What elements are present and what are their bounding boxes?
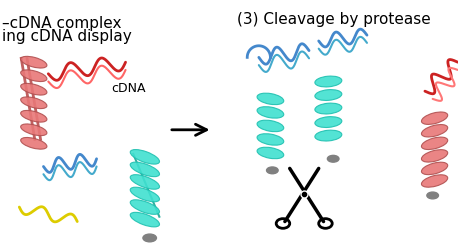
Ellipse shape [421, 162, 448, 175]
Ellipse shape [315, 103, 342, 114]
Ellipse shape [421, 112, 448, 124]
Ellipse shape [130, 162, 159, 177]
Ellipse shape [257, 147, 284, 159]
Ellipse shape [315, 117, 342, 127]
Ellipse shape [315, 90, 342, 100]
Ellipse shape [427, 192, 438, 199]
Ellipse shape [130, 150, 159, 164]
Ellipse shape [257, 93, 284, 105]
Ellipse shape [21, 56, 47, 68]
Ellipse shape [421, 137, 448, 150]
Ellipse shape [130, 187, 159, 202]
Text: –cDNA complex: –cDNA complex [2, 16, 121, 31]
Ellipse shape [21, 83, 47, 95]
Ellipse shape [21, 124, 47, 136]
Ellipse shape [257, 120, 284, 132]
Ellipse shape [130, 200, 159, 214]
Ellipse shape [130, 212, 159, 227]
Ellipse shape [257, 134, 284, 145]
Ellipse shape [130, 175, 159, 189]
Text: (3) Cleavage by protease: (3) Cleavage by protease [237, 12, 430, 27]
Ellipse shape [21, 70, 47, 82]
Ellipse shape [257, 107, 284, 118]
Ellipse shape [315, 130, 342, 141]
Ellipse shape [266, 167, 278, 174]
Ellipse shape [21, 97, 47, 109]
Ellipse shape [21, 110, 47, 122]
Text: ing cDNA display: ing cDNA display [2, 29, 132, 44]
Ellipse shape [315, 76, 342, 87]
Ellipse shape [328, 155, 339, 162]
Text: cDNA: cDNA [111, 82, 146, 94]
Ellipse shape [421, 150, 448, 162]
Ellipse shape [421, 175, 448, 187]
Ellipse shape [143, 234, 156, 242]
Ellipse shape [21, 137, 47, 149]
Ellipse shape [421, 124, 448, 137]
